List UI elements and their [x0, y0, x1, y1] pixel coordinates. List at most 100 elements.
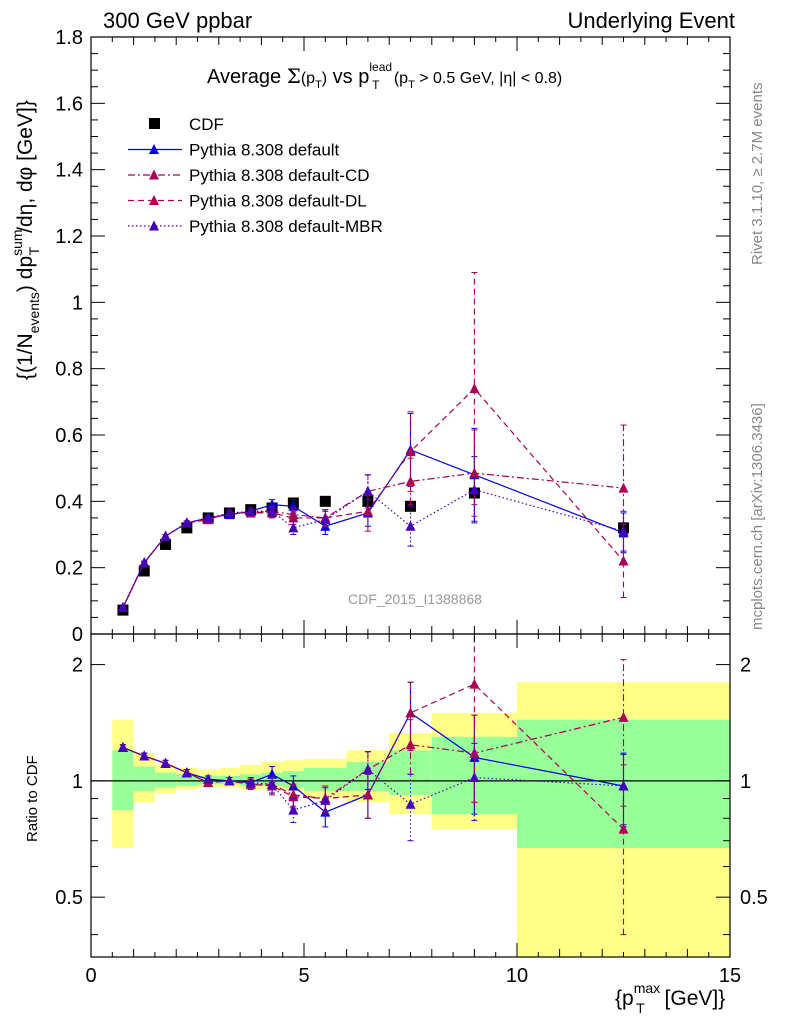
main-point	[160, 530, 171, 541]
ratio-xlabel-part: {p	[615, 987, 634, 1010]
main-ylabel: {(1/Nevents) dpsumT/dη, dφ [GeV]}	[9, 100, 42, 380]
legend-marker	[149, 118, 160, 129]
legend-marker	[149, 220, 159, 231]
main-ylabel-part: sum	[9, 229, 25, 255]
main-ytick-label: 1.8	[55, 27, 83, 49]
legend-label: Pythia 8.308 default	[189, 141, 340, 160]
main-point	[160, 538, 172, 550]
ratio-panel: 0.5 0.5 1 1 2 2 0 5 10 15 Ratio to CDF {pmax T [GeV]…	[24, 633, 768, 1016]
main-ytick-label: 0.8	[55, 359, 83, 381]
ratio-series-line	[122, 683, 624, 830]
main-title-part: Average	[207, 66, 287, 88]
main-title-part: (p	[389, 70, 408, 87]
main-series-4	[117, 456, 629, 612]
main-point	[224, 507, 235, 518]
ratio-point	[469, 747, 480, 758]
ratio-xtick-label: 15	[719, 965, 741, 987]
main-series-1	[117, 412, 629, 612]
legend-marker	[149, 144, 159, 154]
main-point	[181, 517, 192, 528]
ratio-band-inner	[133, 766, 155, 792]
main-point	[117, 601, 128, 612]
ratio-ytick-label-left: 2	[72, 655, 83, 677]
main-series-line	[122, 387, 624, 608]
ratio-point	[160, 757, 171, 768]
main-title-part: (p	[301, 70, 315, 87]
ratio-series-3	[117, 742, 629, 842]
main-point	[320, 514, 331, 525]
ratio-point	[469, 772, 480, 783]
ratio-xlabel-part: T	[636, 1000, 645, 1016]
main-point	[319, 495, 331, 507]
ratio-ytick-label-right: 2	[740, 655, 751, 677]
main-series-2	[117, 424, 629, 612]
main-ylabel-part: /dη, dφ [GeV]}	[14, 100, 37, 233]
ratio-point	[405, 739, 416, 750]
main-ytick-label: 1	[72, 292, 83, 314]
ratio-band-inner	[176, 774, 198, 786]
main-point	[618, 555, 629, 566]
main-title: Average Σ(pT) vs plead T (pT > 0.5 GeV, |…	[207, 60, 562, 92]
ratio-band-inner	[154, 772, 177, 788]
legend-label: CDF	[189, 115, 224, 134]
main-ytick-label: 0.6	[55, 425, 83, 447]
legend: CDF Pythia 8.308 default Pythia 8.308 defa…	[128, 115, 383, 236]
main-series-line	[122, 472, 624, 608]
main-title-part: T	[315, 79, 322, 91]
header-left: 300 GeV ppbar	[103, 8, 252, 33]
main-title-part: T	[408, 79, 415, 91]
main-point	[362, 505, 373, 516]
main-series-3	[117, 271, 629, 612]
main-series-line	[122, 449, 624, 608]
main-ytick-label: 0.4	[55, 491, 83, 513]
ratio-point	[245, 777, 256, 788]
header-right: Underlying Event	[567, 8, 735, 33]
side-text-rivet: Rivet 3.1.10, ≥ 2.7M events	[749, 83, 766, 266]
ratio-point	[181, 767, 192, 778]
ratio-ylabel: Ratio to CDF	[24, 755, 41, 842]
ratio-ytick-label-right: 0.5	[740, 887, 768, 909]
main-title-part: > 0.5 GeV, |η| < 0.8)	[415, 70, 562, 87]
main-ylabel-part: T	[26, 246, 42, 255]
main-ylabel-part: events	[26, 292, 42, 333]
ratio-point	[224, 775, 235, 786]
ratio-xlabel-part: [GeV]}	[659, 987, 726, 1010]
ratio-xtick-label: 10	[506, 965, 528, 987]
legend-marker	[149, 195, 159, 205]
main-title-part: T	[372, 78, 380, 92]
ratio-xlabel-part: max	[634, 980, 660, 996]
ratio-point	[618, 711, 629, 722]
legend-marker	[149, 169, 159, 180]
main-point	[469, 484, 480, 495]
ratio-band-inner	[112, 750, 134, 811]
main-ytick-label: 0	[72, 624, 83, 646]
ratio-ytick-label-left: 0.5	[55, 887, 83, 909]
ratio-point	[405, 798, 416, 809]
main-frame	[90, 36, 731, 635]
ratio-point	[618, 823, 629, 834]
main-title-part: )	[322, 70, 327, 87]
main-point	[245, 505, 256, 516]
main-point	[618, 482, 629, 493]
main-point	[362, 485, 373, 496]
main-ytick-label: 0.2	[55, 558, 83, 580]
main-title-part: Σ	[287, 64, 301, 88]
legend-label: Pythia 8.308 default-CD	[189, 166, 370, 185]
main-point	[267, 505, 278, 516]
ratio-point	[320, 794, 331, 805]
side-text-source: mcplots.cern.ch [arXiv:1306.3436]	[749, 403, 766, 630]
legend-label: Pythia 8.308 default-DL	[189, 192, 367, 211]
main-title-part: vs p	[327, 66, 369, 88]
ratio-body	[91, 634, 730, 957]
main-point	[405, 520, 416, 531]
legend-label: Pythia 8.308 default-MBR	[189, 217, 383, 236]
ratio-ytick-label-right: 1	[740, 771, 751, 793]
ratio-point	[117, 742, 128, 753]
main-point	[138, 565, 150, 577]
ratio-point	[362, 764, 373, 775]
watermark-label: CDF_2015_I1388868	[348, 591, 482, 607]
main-point	[288, 522, 299, 533]
ratio-xtick-label: 5	[298, 965, 309, 987]
ratio-xtick-label: 0	[85, 965, 96, 987]
